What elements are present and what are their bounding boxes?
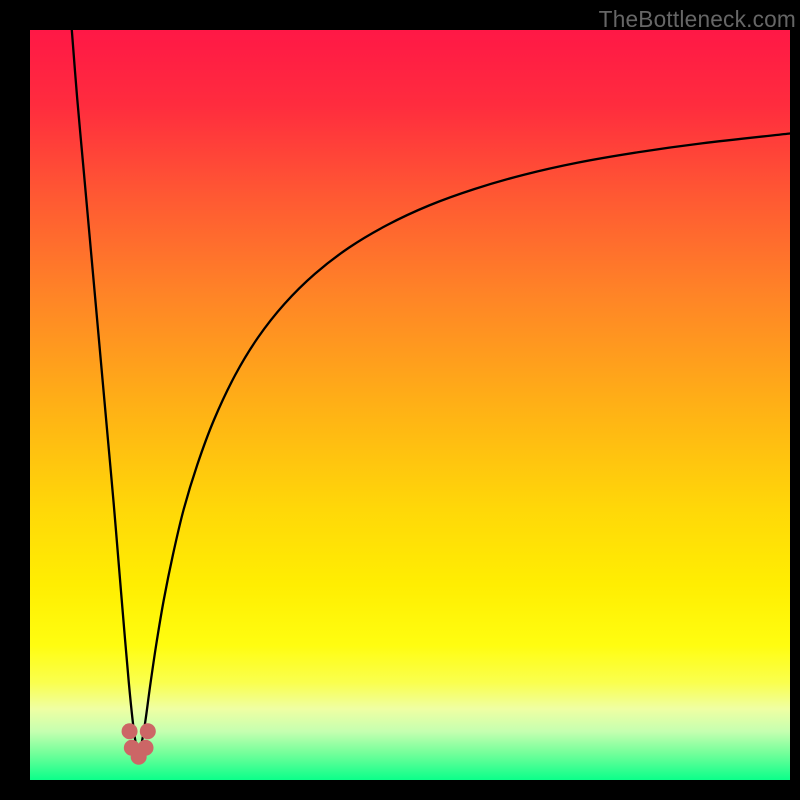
chart-root: TheBottleneck.com <box>0 0 800 800</box>
gradient-background <box>30 30 790 780</box>
plot-area <box>30 30 790 780</box>
min-marker <box>138 740 154 756</box>
plot-svg <box>30 30 790 780</box>
min-marker <box>140 723 156 739</box>
source-watermark: TheBottleneck.com <box>599 6 796 33</box>
min-marker <box>122 723 138 739</box>
